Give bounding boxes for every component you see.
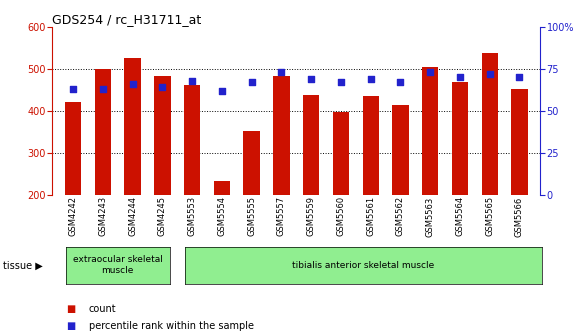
Point: [247, 80, 256, 85]
Point: [485, 71, 494, 77]
Point: [515, 75, 524, 80]
Text: GDS254 / rc_H31711_at: GDS254 / rc_H31711_at: [52, 13, 202, 27]
Point: [456, 75, 465, 80]
Text: extraocular skeletal
muscle: extraocular skeletal muscle: [73, 255, 163, 276]
Point: [98, 86, 107, 92]
Text: tissue ▶: tissue ▶: [3, 260, 42, 270]
Point: [277, 70, 286, 75]
Bar: [214, 181, 230, 195]
Text: tibialis anterior skeletal muscle: tibialis anterior skeletal muscle: [292, 261, 435, 270]
Bar: [65, 101, 81, 195]
Bar: [363, 96, 379, 195]
Bar: [184, 85, 200, 195]
Bar: [124, 57, 141, 195]
Bar: [95, 69, 111, 195]
Point: [69, 86, 78, 92]
Point: [336, 80, 346, 85]
Bar: [482, 53, 498, 195]
Text: percentile rank within the sample: percentile rank within the sample: [89, 321, 254, 331]
Point: [188, 78, 197, 83]
Bar: [392, 105, 408, 195]
Bar: [303, 95, 320, 195]
Bar: [333, 112, 349, 195]
Point: [366, 76, 375, 82]
Point: [307, 76, 316, 82]
Point: [217, 88, 227, 93]
Bar: [273, 76, 289, 195]
Bar: [511, 89, 528, 195]
Bar: [154, 77, 171, 195]
Text: ■: ■: [66, 304, 75, 314]
Point: [396, 80, 405, 85]
Point: [158, 85, 167, 90]
Point: [425, 70, 435, 75]
Point: [128, 81, 137, 87]
Text: count: count: [89, 304, 117, 314]
Text: ■: ■: [66, 321, 75, 331]
Bar: [452, 82, 468, 195]
Bar: [422, 67, 439, 195]
Bar: [243, 131, 260, 195]
